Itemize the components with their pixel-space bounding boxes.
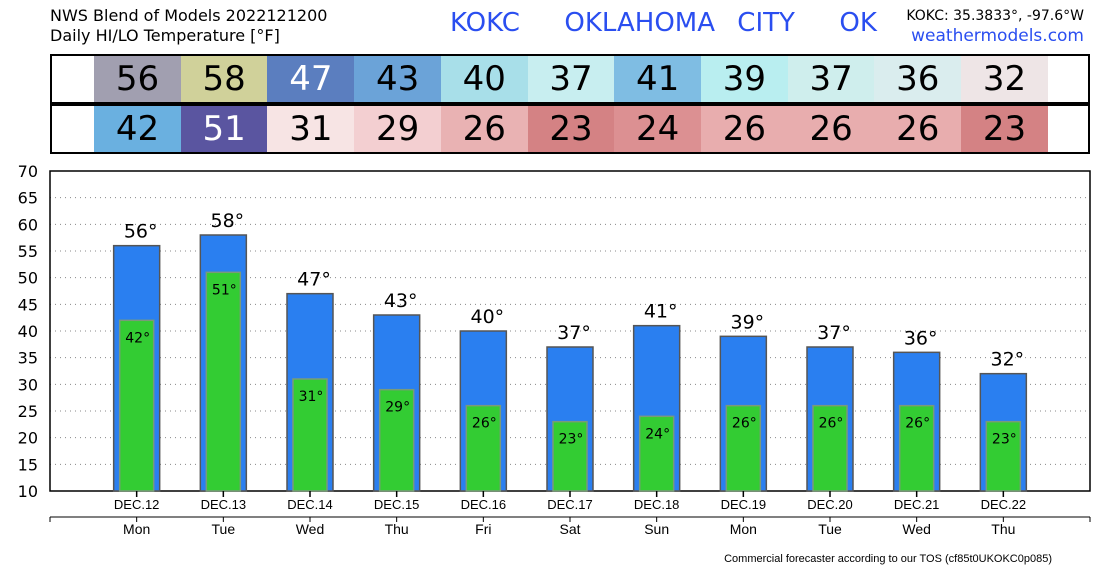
y-tick-label: 40 [18,322,38,341]
model-run-title: NWS Blend of Models 2022121200 [50,6,328,25]
date-label: DEC.20 [807,497,853,512]
y-tick-label: 35 [18,349,38,368]
date-label: DEC.21 [894,497,940,512]
weekday-label: Mon [123,521,150,537]
low-temp-cell: 26 [700,106,788,152]
low-temp-bar [725,404,762,492]
low-temp-cell: 24 [614,106,702,152]
date-label: DEC.16 [461,497,507,512]
high-temp-label: 56° [124,221,158,243]
y-tick-label: 70 [18,162,38,181]
low-temp-label: 26° [819,416,844,432]
low-temp-label: 23° [559,432,584,448]
low-temp-label: 29° [385,400,410,416]
low-temp-bar [205,271,242,492]
low-temp-bar [292,378,328,492]
y-tick-label: 25 [18,402,38,421]
state-code: OK [839,8,877,38]
weekday-label: Thu [385,521,409,537]
high-temp-cell: 37 [787,56,875,102]
low-temp-cell: 23 [527,106,615,152]
date-label: DEC.14 [287,497,333,512]
high-temp-strip: 56 58 47 43 40 37 41 39 37 36 32 [50,54,1090,104]
y-tick-label: 30 [18,375,38,394]
y-tick-label: 55 [18,242,38,261]
low-temp-cell: 26 [874,106,962,152]
low-temp-cell: 29 [354,106,442,152]
low-temp-label: 23° [992,432,1017,448]
high-temp-cell: 56 [94,56,181,102]
high-temp-cell: 41 [614,56,702,102]
weekday-label: Tue [818,521,842,537]
high-temp-cell: 32 [961,56,1048,102]
date-label: DEC.17 [547,497,593,512]
low-temp-bar [638,415,675,492]
high-temp-cell: 43 [354,56,442,102]
low-temp-label: 26° [472,416,497,432]
low-temp-label: 24° [645,426,670,442]
low-temp-label: 42° [125,330,150,346]
high-temp-label: 36° [904,327,938,349]
y-tick-label: 60 [18,215,38,234]
site-link[interactable]: weathermodels.com [911,26,1084,46]
weekday-label: Fri [475,521,491,537]
low-temp-label: 26° [905,416,930,432]
high-temp-cell: 39 [700,56,788,102]
low-temp-label: 31° [299,389,324,405]
y-tick-label: 45 [18,295,38,314]
station-coords: KOKC: 35.3833°, -97.6°W [906,8,1084,24]
high-temp-label: 39° [730,311,764,333]
low-temp-cell: 26 [787,106,875,152]
weekday-label: Mon [730,521,757,537]
weekday-label: Wed [296,521,325,537]
low-temp-cell: 26 [440,106,528,152]
date-label: DEC.15 [374,497,420,512]
y-tick-label: 20 [18,429,38,448]
low-temp-bar [465,404,502,492]
weekday-label: Thu [991,521,1015,537]
low-temp-cell: 31 [267,106,355,152]
weekday-label: Sun [644,521,669,537]
low-temp-label: 26° [732,416,757,432]
high-temp-label: 47° [297,269,331,291]
date-label: DEC.22 [981,497,1027,512]
high-temp-label: 58° [210,210,244,232]
date-label: DEC.18 [634,497,680,512]
header-right: KOKC: 35.3833°, -97.6°W weathermodels.co… [906,6,1084,46]
high-temp-label: 37° [557,322,591,344]
high-temp-cell: 36 [874,56,962,102]
y-tick-label: 65 [18,189,38,208]
low-temp-cell: 42 [94,106,181,152]
high-temp-cell: 40 [440,56,528,102]
date-label: DEC.12 [114,497,160,512]
header-left: NWS Blend of Models 2022121200 Daily HI/… [50,6,327,46]
high-temp-cell: 37 [527,56,615,102]
low-temp-cell: 23 [961,106,1048,152]
weekday-label: Tue [212,521,236,537]
high-temp-label: 32° [990,349,1024,371]
chart-subtitle: Daily HI/LO Temperature [°F] [50,26,280,45]
high-temp-label: 41° [644,301,678,323]
high-temp-label: 37° [817,322,851,344]
low-temp-bar [898,404,935,492]
weekday-label: Wed [902,521,931,537]
y-tick-label: 15 [18,455,38,474]
city-name: OKLAHOMA CITY [564,8,795,38]
high-temp-cell: 47 [267,56,355,102]
station-id: KOKC [450,8,520,38]
y-tick-label: 10 [18,482,38,501]
high-temp-label: 40° [470,306,504,328]
footer-note: Commercial forecaster according to our T… [724,553,1052,565]
station-title: KOKC OKLAHOMA CITY OK [450,8,877,38]
high-temp-cell: 58 [180,56,268,102]
date-label: DEC.19 [721,497,767,512]
low-temp-label: 51° [212,282,237,298]
y-tick-label: 50 [18,269,38,288]
low-temp-strip: 42 51 31 29 26 23 24 26 26 26 23 [50,104,1090,154]
date-label: DEC.13 [201,497,247,512]
low-temp-cell: 51 [180,106,268,152]
high-temp-label: 43° [384,290,418,312]
weekday-label: Sat [559,521,580,537]
